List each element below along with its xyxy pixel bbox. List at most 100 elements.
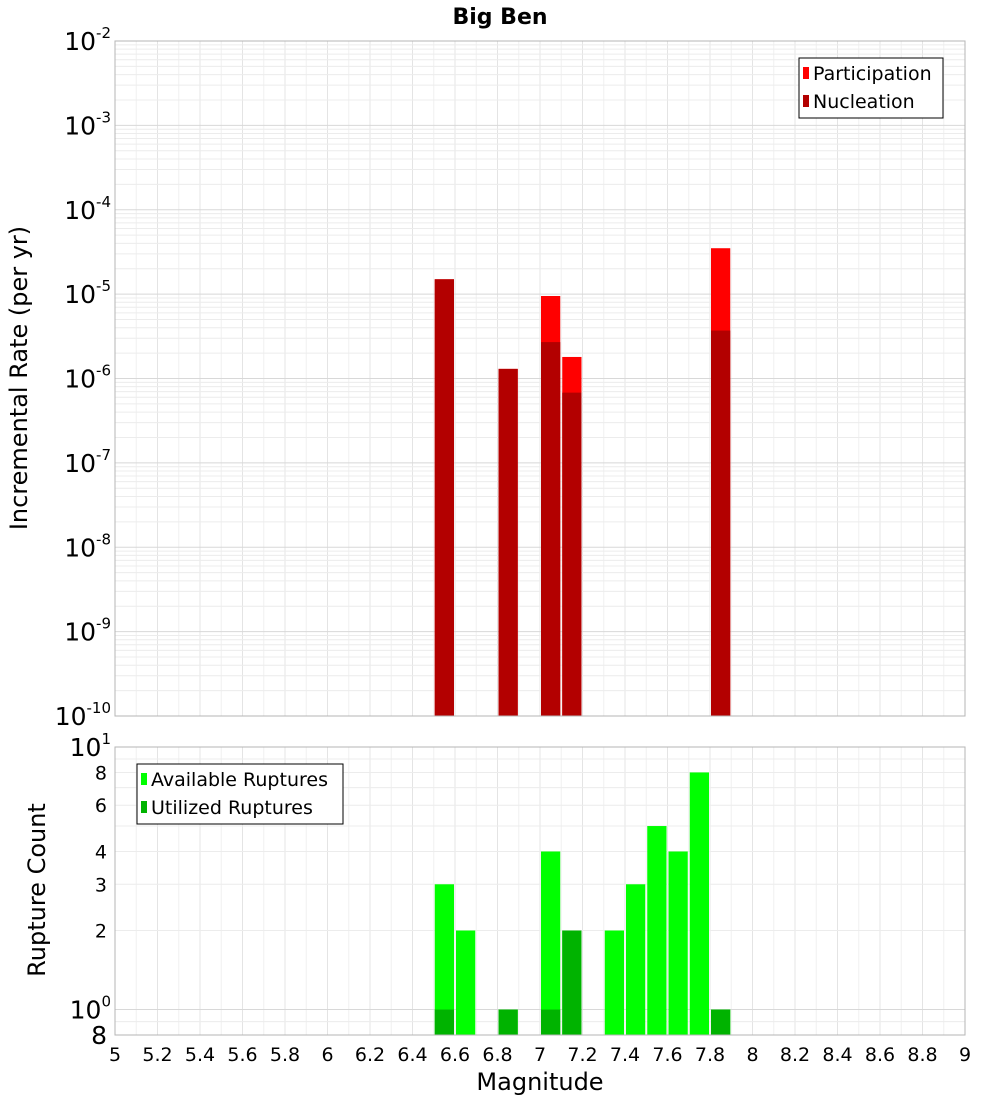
- x-tick-label: 8.4: [822, 1044, 852, 1066]
- legend-label: Nucleation: [813, 91, 915, 113]
- x-tick-label: 6.6: [440, 1044, 470, 1066]
- x-tick-label: 5: [109, 1044, 121, 1066]
- x-tick-label: 8: [746, 1044, 758, 1066]
- x-tick-label: 7.4: [610, 1044, 640, 1066]
- y-tick-label: 10-2: [64, 24, 111, 56]
- x-tick-label: 9: [959, 1044, 971, 1066]
- y-tick-base: 10: [64, 280, 96, 309]
- y-tick-label: 10-7: [64, 446, 111, 478]
- x-tick-label: 6.4: [397, 1044, 427, 1066]
- y-tick-exponent: -5: [96, 277, 111, 295]
- y-tick-label: 10-3: [64, 108, 111, 140]
- y-tick-base: 10: [64, 27, 96, 56]
- x-tick-label: 7.2: [567, 1044, 597, 1066]
- y-tick-base: 6: [95, 795, 107, 817]
- bar-nucleation: [434, 279, 454, 716]
- y-tick-label: 10-6: [64, 362, 111, 394]
- legend-label: Utilized Ruptures: [151, 797, 313, 819]
- legend-label: Available Ruptures: [151, 769, 328, 791]
- y-tick-exponent: -7: [96, 446, 111, 464]
- bar-utilized-ruptures: [711, 1009, 731, 1035]
- y-tick-label: 10-9: [64, 615, 111, 647]
- x-tick-label: 8.8: [907, 1044, 937, 1066]
- x-tick-label: 5.4: [185, 1044, 215, 1066]
- y-tick-base: 8: [91, 1021, 107, 1050]
- x-tick-label: 5.8: [270, 1044, 300, 1066]
- bars-layer: [434, 248, 731, 1035]
- y-tick-label: 2: [95, 921, 107, 943]
- x-tick-label: 8.2: [780, 1044, 810, 1066]
- bar-nucleation: [711, 330, 731, 716]
- bar-nucleation: [541, 342, 561, 716]
- bar-available-ruptures: [541, 851, 561, 1035]
- x-tick-label: 6.2: [355, 1044, 385, 1066]
- bar-utilized-ruptures: [541, 1009, 561, 1035]
- y-tick-base: 10: [64, 533, 96, 562]
- bottom-y-axis-label: Rupture Count: [23, 803, 51, 977]
- y-tick-exponent: 0: [101, 993, 111, 1011]
- y-tick-base: 10: [64, 111, 96, 140]
- y-tick-label: 10-4: [64, 193, 111, 225]
- y-tick-base: 8: [95, 762, 107, 784]
- y-tick-base: 10: [64, 449, 96, 478]
- chart-title: Big Ben: [452, 5, 547, 30]
- y-tick-label: 10-8: [64, 530, 111, 562]
- top-y-axis-label: Incremental Rate (per yr): [5, 226, 33, 530]
- y-tick-base: 3: [95, 874, 107, 896]
- bar-utilized-ruptures: [434, 1009, 454, 1035]
- legend-swatch: [803, 95, 809, 107]
- y-tick-label: 8: [91, 1021, 107, 1050]
- legend-swatch: [141, 773, 147, 785]
- y-tick-label: 10-5: [64, 277, 111, 309]
- y-tick-base: 4: [95, 841, 107, 863]
- x-tick-label: 8.6: [865, 1044, 895, 1066]
- bar-nucleation: [562, 392, 582, 716]
- y-tick-exponent: -4: [96, 193, 111, 211]
- y-tick-base: 10: [64, 365, 96, 394]
- y-tick-label: 10-10: [55, 699, 111, 731]
- bar-available-ruptures: [456, 930, 476, 1035]
- bar-available-ruptures: [668, 851, 688, 1035]
- bar-utilized-ruptures: [562, 930, 582, 1035]
- y-tick-label: 101: [70, 730, 111, 762]
- bar-nucleation: [498, 368, 518, 716]
- plot-border-0: [114, 40, 966, 717]
- plot-border-1: [114, 746, 966, 1036]
- legend-swatch: [141, 801, 147, 813]
- y-tick-base: 10: [64, 618, 96, 647]
- legend-label: Participation: [813, 63, 932, 85]
- y-tick-exponent: -8: [96, 530, 111, 548]
- x-axis-label: Magnitude: [476, 1068, 603, 1096]
- y-tick-label: 4: [95, 841, 107, 863]
- bar-available-ruptures: [604, 930, 624, 1035]
- y-tick-base: 10: [70, 733, 102, 762]
- y-tick-exponent: -10: [87, 699, 112, 717]
- y-tick-exponent: -2: [96, 24, 111, 42]
- grid-layer: [114, 40, 966, 1036]
- y-tick-label: 8: [95, 762, 107, 784]
- bar-utilized-ruptures: [498, 1009, 518, 1035]
- bar-available-ruptures: [647, 826, 667, 1035]
- bar-available-ruptures: [434, 884, 454, 1035]
- x-tick-label: 7.6: [652, 1044, 682, 1066]
- y-tick-exponent: -3: [96, 108, 111, 126]
- y-tick-exponent: 1: [101, 730, 111, 748]
- y-tick-base: 10: [64, 196, 96, 225]
- legend-swatch: [803, 67, 809, 79]
- y-tick-base: 2: [95, 921, 107, 943]
- y-tick-exponent: -9: [96, 615, 111, 633]
- legends-layer: Participation Nucleation Available Rupture…: [136, 57, 944, 825]
- axes-layer: 10-210-310-410-510-610-710-810-910-10101…: [55, 24, 971, 1066]
- legend-box: [798, 57, 944, 119]
- x-tick-label: 7.8: [695, 1044, 725, 1066]
- x-tick-label: 6.8: [482, 1044, 512, 1066]
- legend-box: [136, 763, 344, 825]
- y-tick-label: 100: [70, 993, 111, 1025]
- y-tick-base: 10: [55, 702, 87, 731]
- y-tick-base: 10: [70, 996, 102, 1025]
- bar-available-ruptures: [626, 884, 646, 1035]
- x-tick-label: 7: [534, 1044, 546, 1066]
- y-tick-label: 3: [95, 874, 107, 896]
